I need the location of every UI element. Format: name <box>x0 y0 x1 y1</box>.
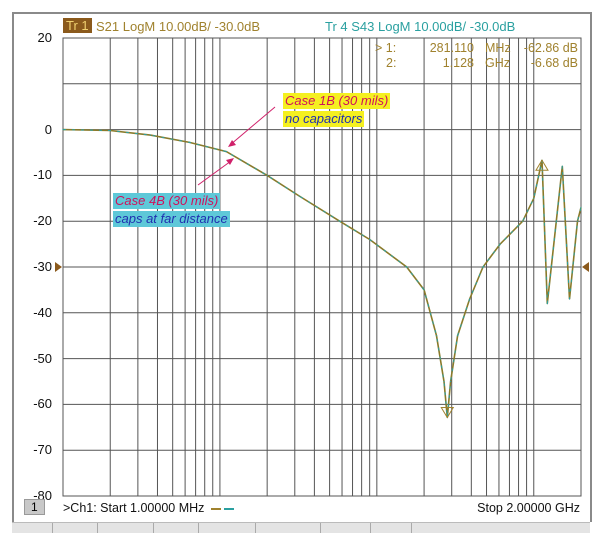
data-point <box>499 243 501 245</box>
reference-level-left-icon <box>55 262 62 272</box>
data-point <box>561 165 563 167</box>
marker1-value: -62.86 dB <box>523 41 578 55</box>
arrow-head-icon <box>228 140 236 147</box>
trace4-legend-swatch <box>224 508 234 510</box>
data-point <box>522 220 524 222</box>
data-point <box>468 298 471 300</box>
trace4-description[interactable]: Tr 4 S43 LogM 10.00dB/ -30.0dB <box>325 19 516 34</box>
y-tick-label: -20 <box>33 213 52 229</box>
trace1-description[interactable]: S21 LogM 10.00dB/ -30.0dB <box>96 19 261 34</box>
y-tick-label: -60 <box>33 396 52 412</box>
marker1-freq: 281.110 <box>429 41 474 55</box>
data-point <box>339 220 341 222</box>
annotation-case-4b-title: Case 4B (30 mils) <box>113 193 221 209</box>
tab[interactable] <box>12 523 53 533</box>
data-point <box>482 266 484 268</box>
reference-level-right-icon <box>582 262 589 272</box>
marker2-icon <box>535 159 549 171</box>
data-point <box>188 141 191 144</box>
marker2-value: -6.68 dB <box>530 56 578 70</box>
marker1-icon <box>440 406 455 419</box>
marker2-freq: 1.128 <box>442 56 474 70</box>
start-frequency[interactable]: >Ch1: Start 1.00000 MHz <box>63 501 205 515</box>
marker1-label: > 1: <box>375 41 397 55</box>
marker2-label: 2: <box>386 56 397 70</box>
tab[interactable] <box>371 523 412 533</box>
y-tick-label: -50 <box>33 350 52 366</box>
marker2-unit: GHz <box>485 56 510 70</box>
data-point <box>546 303 548 305</box>
softkey-tab-bar[interactable] <box>12 522 590 533</box>
data-point <box>580 206 582 209</box>
data-point <box>533 197 535 199</box>
tab[interactable] <box>256 523 321 533</box>
data-point <box>369 238 371 241</box>
y-tick-label: -70 <box>33 442 52 458</box>
annotation-case-1b-note: no capacitors <box>283 111 365 127</box>
annotation-arrow <box>197 160 232 186</box>
y-tick-label: 20 <box>37 30 52 45</box>
data-point <box>298 195 300 197</box>
stop-frequency[interactable]: Stop 2.00000 GHz <box>477 501 580 515</box>
data-point <box>109 129 111 132</box>
tab[interactable] <box>53 523 98 533</box>
annotation-case-4b-note: caps at far distance <box>113 211 230 227</box>
tab[interactable] <box>199 523 256 533</box>
trace1-legend-swatch <box>211 508 221 510</box>
data-point <box>449 380 452 383</box>
data-point <box>568 298 571 300</box>
annotation-case-1b-title: Case 1B (30 mils) <box>283 93 391 109</box>
data-point <box>406 266 408 268</box>
annotation-case-1b: Case 1B (30 mils) no capacitors <box>283 92 391 128</box>
data-point <box>149 134 151 136</box>
arrow-head-icon <box>226 158 234 165</box>
marker1-unit: MHz <box>485 41 511 55</box>
y-tick-label: -30 <box>33 259 52 274</box>
trace1-badge[interactable]: Tr 1 <box>63 18 92 33</box>
y-tick-label: -10 <box>33 167 52 183</box>
annotation-case-4b: Case 4B (30 mils) caps at far distance <box>113 192 230 228</box>
tab[interactable] <box>98 523 154 533</box>
data-point <box>62 129 64 131</box>
channel-badge[interactable]: 1 <box>24 499 45 515</box>
y-tick-label: -40 <box>33 304 52 320</box>
data-point <box>225 150 228 153</box>
data-point <box>435 335 438 337</box>
tab[interactable] <box>154 523 199 533</box>
data-point <box>456 335 459 337</box>
data-point <box>423 289 425 291</box>
annotation-arrow <box>229 106 276 146</box>
data-point <box>443 380 445 383</box>
data-point <box>266 174 268 176</box>
tab[interactable] <box>321 523 371 533</box>
trace-s43 <box>62 129 582 418</box>
data-point <box>576 220 579 222</box>
y-tick-label: 0 <box>44 121 52 137</box>
